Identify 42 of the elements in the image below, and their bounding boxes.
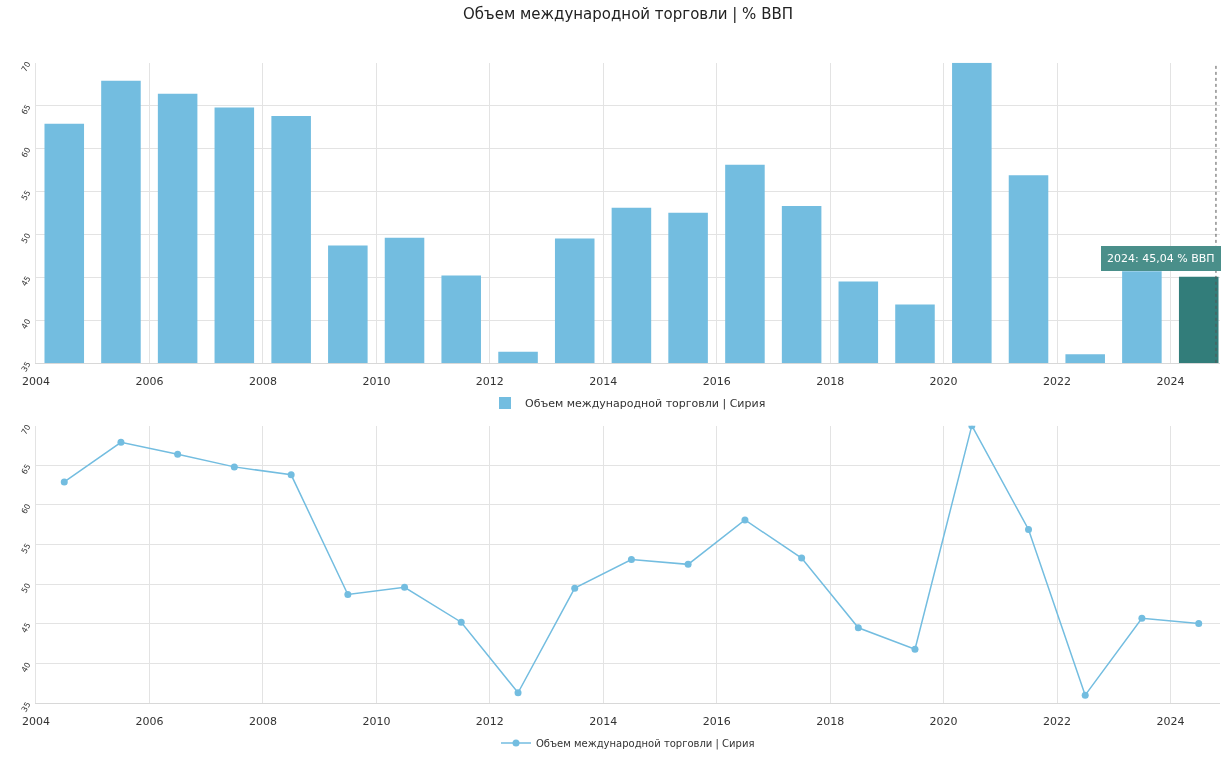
y-tick-label: 35	[19, 700, 33, 714]
x-tick-label: 2010	[362, 715, 391, 729]
y-tick-label: 60	[19, 145, 33, 160]
x-tick-label: 2004	[22, 375, 50, 389]
annotation: 2024: 45,04 % ВВП	[1107, 252, 1215, 265]
x-tick-label: 2012	[475, 375, 504, 389]
y-tick-label: 55	[19, 541, 33, 556]
x-tick-label: 2022	[1043, 715, 1072, 729]
y-tick-label: 45	[19, 274, 33, 288]
legend-label: Объем международной торговли | Сирия	[536, 738, 755, 751]
x-tick-label: 2020	[929, 715, 958, 729]
y-tick-label: 40	[19, 660, 33, 675]
y-tick-label: 70	[19, 60, 33, 74]
x-tick-label: 2004	[22, 715, 50, 729]
x-tick-label: 2022	[1043, 375, 1072, 389]
y-tick-label: 45	[19, 621, 33, 635]
y-tick-label: 55	[19, 188, 33, 203]
y-tick-label: 35	[19, 360, 33, 374]
x-tick-label: 2006	[135, 715, 164, 729]
x-tick-label: 2014	[589, 375, 618, 389]
x-tick-label: 2016	[702, 375, 731, 389]
x-tick-label: 2006	[135, 375, 164, 389]
x-tick-label: 2010	[362, 375, 391, 389]
chart-title: Объем международной торговли | % ВВП	[463, 5, 793, 23]
legend-label: Объем международной торговли | Сирия	[525, 397, 766, 411]
x-tick-label: 2018	[816, 715, 845, 729]
x-tick-label: 2012	[475, 715, 504, 729]
x-tick-label: 2008	[248, 715, 277, 729]
x-tick-label: 2014	[589, 715, 618, 729]
y-tick-label: 65	[19, 103, 33, 117]
x-tick-label: 2024	[1156, 715, 1185, 729]
x-tick-label: 2020	[929, 375, 958, 389]
x-tick-label: 2024	[1156, 375, 1185, 389]
y-tick-label: 70	[19, 422, 33, 437]
y-tick-label: 65	[19, 462, 33, 476]
x-tick-label: 2018	[816, 375, 845, 389]
x-tick-label: 2016	[702, 715, 731, 729]
y-tick-label: 60	[19, 502, 33, 516]
x-tick-label: 2008	[248, 375, 277, 389]
y-tick-label: 50	[19, 581, 33, 595]
y-tick-label: 50	[19, 231, 33, 245]
y-tick-label: 40	[19, 317, 33, 331]
